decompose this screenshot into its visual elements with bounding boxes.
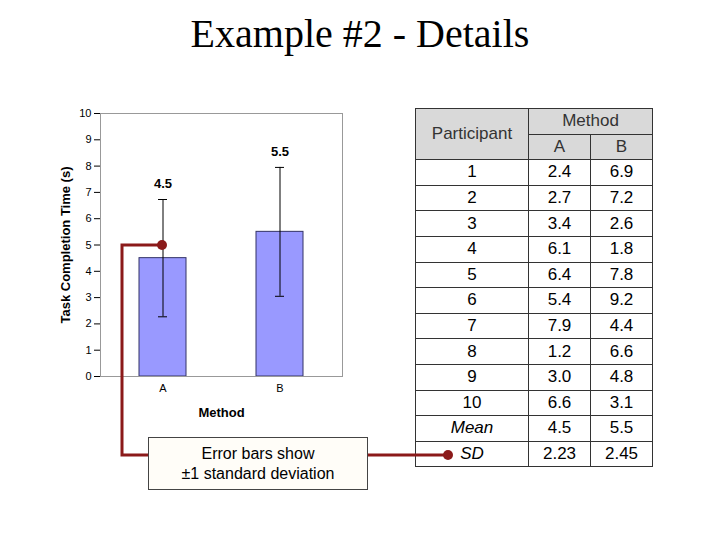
html-text:5.5: 5.5: [609, 418, 634, 438]
svg-text:3: 3: [85, 291, 91, 303]
svg-text:A: A: [159, 382, 167, 394]
html-text:Error bars show: Error bars show: [201, 444, 315, 462]
html-text:±1 standard deviation: ±1 standard deviation: [181, 464, 335, 482]
html-text:6.6: 6.6: [609, 341, 634, 361]
svg-text:1: 1: [85, 344, 91, 356]
svg-text:0: 0: [85, 370, 91, 382]
html-text:5.4: 5.4: [547, 290, 572, 310]
html-text:3.4: 3.4: [547, 213, 572, 233]
html-text:2.6: 2.6: [609, 213, 634, 233]
svg-text:5: 5: [85, 239, 91, 251]
html-text:1: 1: [467, 162, 477, 182]
html-text:SD: SD: [460, 444, 484, 463]
html-text:B: B: [615, 136, 628, 156]
html-text:4.5: 4.5: [547, 418, 572, 438]
html-text:7.2: 7.2: [609, 188, 634, 208]
html-text:6.9: 6.9: [609, 162, 634, 182]
svg-text:10: 10: [79, 107, 91, 119]
html-text:9: 9: [467, 367, 477, 387]
svg-text:4.5: 4.5: [154, 176, 172, 191]
html-text:1.2: 1.2: [547, 341, 572, 361]
html-text:1.8: 1.8: [609, 239, 634, 259]
svg-text:Task Completion Time (s): Task Completion Time (s): [58, 167, 73, 324]
svg-text:9: 9: [85, 133, 91, 145]
html-text:3.1: 3.1: [609, 392, 634, 412]
html-text:3: 3: [467, 213, 477, 233]
svg-text:6: 6: [85, 212, 91, 224]
html-text:7.9: 7.9: [547, 316, 572, 335]
html-text:6.1: 6.1: [547, 239, 572, 259]
html-text:6.6: 6.6: [547, 392, 572, 412]
html-text:4.8: 4.8: [609, 367, 634, 387]
html-text:2.7: 2.7: [547, 188, 572, 208]
html-text:2.4: 2.4: [547, 162, 572, 182]
html-text:7.8: 7.8: [609, 264, 634, 284]
html-text:9.2: 9.2: [609, 290, 634, 310]
html-text:Mean: Mean: [450, 418, 494, 438]
html-text:Participant: Participant: [431, 124, 513, 144]
html-text:2.45: 2.45: [605, 444, 638, 463]
html-text:4: 4: [467, 239, 477, 259]
html-text:5: 5: [467, 264, 477, 284]
html-text:3.0: 3.0: [547, 367, 572, 387]
svg-text:Method: Method: [198, 405, 244, 420]
html-text:4.4: 4.4: [609, 316, 634, 335]
html-text:Method: Method: [562, 111, 619, 131]
svg-text:B: B: [276, 382, 283, 394]
svg-text:8: 8: [85, 160, 91, 172]
svg-text:7: 7: [85, 186, 91, 198]
html-text:6: 6: [467, 290, 477, 310]
svg-text:4: 4: [85, 265, 91, 277]
html-text:A: A: [553, 136, 566, 156]
html-text:7: 7: [467, 316, 477, 335]
html-text:10: 10: [462, 392, 482, 412]
html-text:8: 8: [467, 341, 477, 361]
html-text:6.4: 6.4: [547, 264, 572, 284]
html-text:Example #2 - Details: Example #2 - Details: [190, 11, 530, 56]
svg-text:5.5: 5.5: [271, 144, 289, 159]
html-text:2: 2: [467, 188, 477, 208]
svg-text:2: 2: [85, 317, 91, 329]
html-text:2.23: 2.23: [543, 444, 576, 463]
